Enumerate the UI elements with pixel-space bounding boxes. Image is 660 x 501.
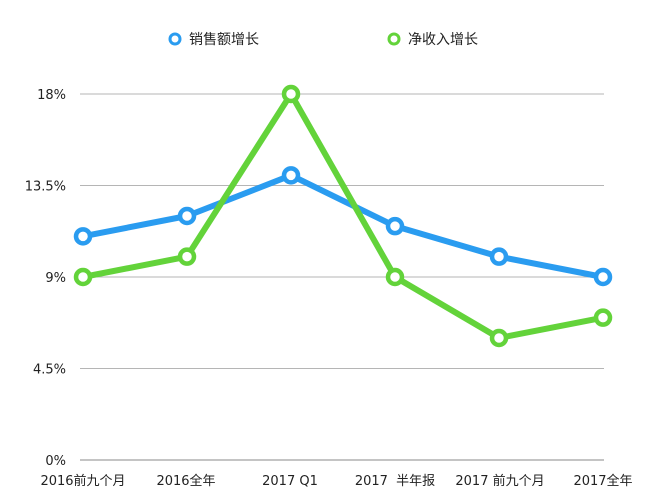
data-point — [177, 206, 197, 226]
series-line — [80, 91, 606, 341]
data-point — [593, 267, 613, 287]
series-2 — [73, 84, 613, 348]
y-tick-label: 18% — [37, 88, 66, 103]
legend-label: 销售额增长 — [189, 32, 259, 48]
series-line — [80, 172, 606, 280]
data-point — [489, 328, 509, 348]
data-point — [489, 247, 509, 266]
data-point — [593, 308, 613, 327]
y-axis: 0% 4.5% 9% 13.5% 18% — [25, 88, 66, 469]
data-point — [177, 247, 197, 266]
x-tick-label: 2017 Q1 — [262, 474, 318, 489]
x-axis: 2016前九个月 2016全年 2017 Q1 2017 半年报 2017 前九个月 20… — [40, 473, 632, 489]
data-point — [281, 84, 301, 104]
legend-marker-icon — [387, 32, 401, 46]
y-tick-label: 0% — [45, 454, 66, 469]
chart-legend: 销售额增长 净收入增长 — [168, 32, 478, 48]
legend-item: 销售额增长 — [168, 32, 259, 48]
x-tick-label: 2016全年 — [156, 473, 215, 489]
x-tick-label: 2016前九个月 — [40, 473, 125, 489]
data-point — [385, 216, 405, 236]
legend-marker-icon — [168, 32, 182, 46]
x-tick-label: 2017 前九个月 — [455, 473, 544, 489]
x-tick-label: 2017 半年报 — [355, 474, 435, 489]
y-tick-label: 9% — [45, 271, 66, 286]
grid-lines — [80, 93, 604, 461]
y-tick-label: 13.5% — [25, 180, 66, 195]
series-1 — [73, 166, 613, 287]
data-point — [281, 166, 301, 185]
series-layer — [73, 84, 613, 348]
data-point — [73, 267, 93, 287]
legend-label: 净收入增长 — [408, 32, 478, 48]
x-tick-label: 2017全年 — [573, 473, 632, 489]
data-point — [385, 267, 405, 287]
data-point — [73, 227, 93, 246]
legend-item: 净收入增长 — [387, 32, 478, 48]
y-tick-label: 4.5% — [33, 363, 66, 378]
